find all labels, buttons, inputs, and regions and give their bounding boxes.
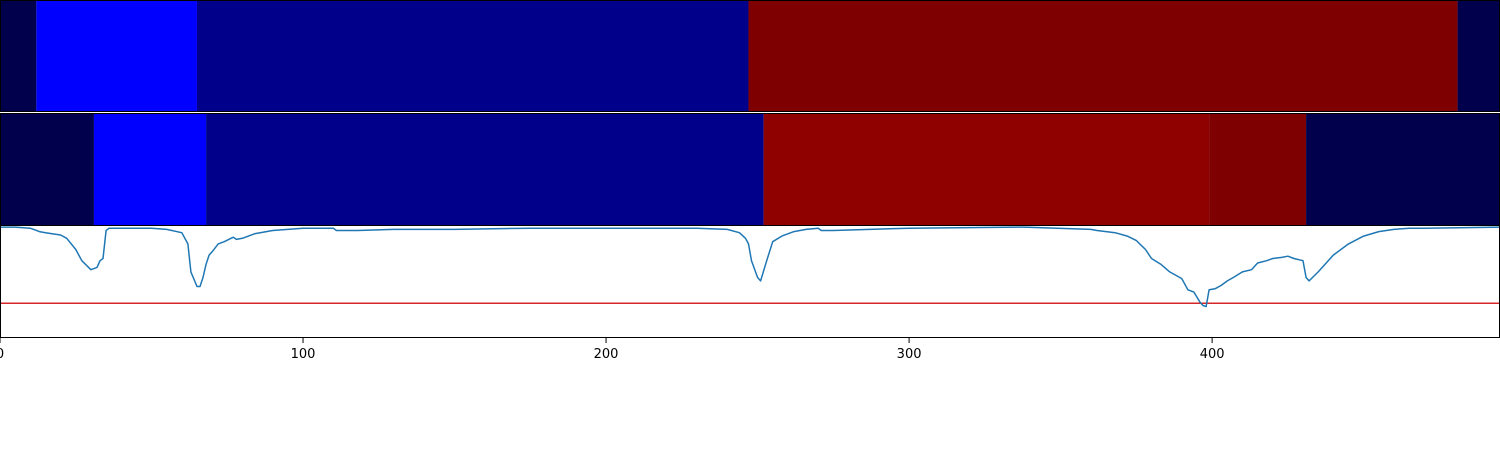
heatmap-segment — [763, 113, 1210, 226]
heatmap-row-top — [0, 0, 1500, 112]
heatmap-segment — [1209, 113, 1307, 226]
heatmap-segment — [1306, 113, 1500, 226]
heatmap-segment — [748, 0, 1458, 112]
heatmap-segment — [206, 113, 764, 226]
heatmap-segment — [1457, 0, 1500, 112]
line-plot-marks — [0, 226, 1500, 308]
heatmap-segment — [36, 0, 197, 112]
x-axis: 0 100 200 300 400 — [0, 338, 1225, 362]
heatmap-row-bottom — [0, 113, 1500, 226]
heatmap-segment — [0, 113, 94, 226]
heatmap-segment — [93, 113, 207, 226]
line-plot-background — [0, 225, 1500, 338]
x-tick-label: 400 — [1200, 347, 1225, 362]
x-tick-label: 200 — [594, 347, 619, 362]
x-tick-label: 0 — [0, 347, 4, 362]
x-tick-label: 100 — [291, 347, 316, 362]
heatmap-segment — [196, 0, 749, 112]
series-line — [0, 226, 1500, 308]
x-tick-label: 300 — [897, 347, 922, 362]
line-plot-panel — [0, 225, 1500, 338]
heatmap-segment — [0, 0, 37, 112]
